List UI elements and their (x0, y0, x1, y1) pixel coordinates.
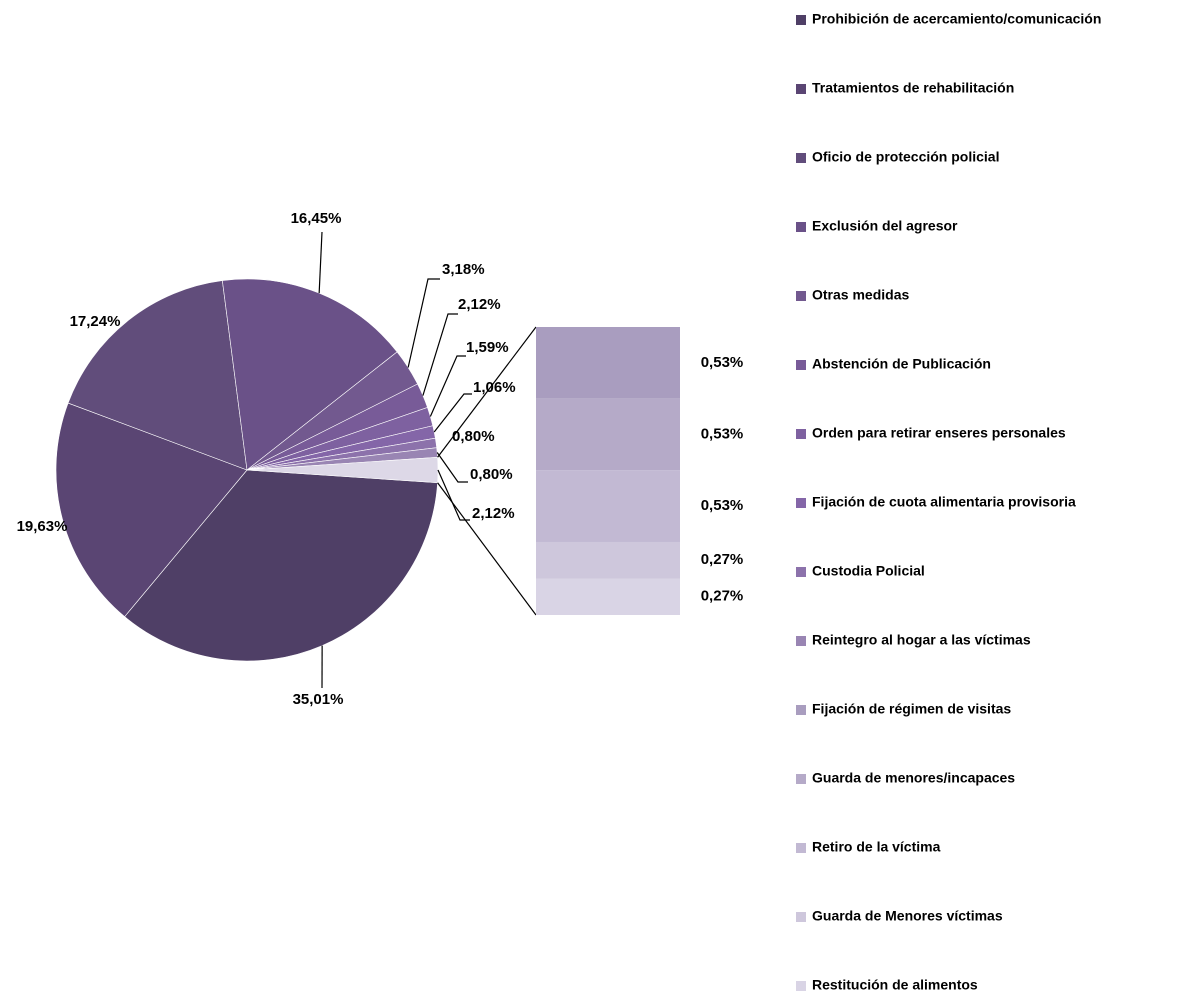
leader-line (437, 469, 470, 521)
legend-label: Fijación de régimen de visitas (812, 701, 1011, 717)
bar-segment (536, 578, 680, 615)
leader-line (429, 355, 466, 417)
data-label: 0,53% (701, 354, 744, 371)
legend-swatch (796, 15, 806, 25)
data-label: 19,63% (17, 518, 68, 535)
pie-slice (67, 280, 248, 471)
legend-swatch (796, 774, 806, 784)
legend-label: Retiro de la víctima (812, 839, 941, 855)
bar-segment (536, 541, 680, 579)
legend-label: Guarda de menores/incapaces (812, 770, 1015, 786)
legend-label: Otras medidas (812, 287, 909, 303)
legend-swatch (796, 222, 806, 232)
bar-segment (536, 327, 680, 399)
legend-label: Restitución de alimentos (812, 977, 978, 993)
legend-label: Abstención de Publicación (812, 356, 991, 372)
legend-swatch (796, 981, 806, 991)
bar-segment (536, 398, 680, 471)
legend-swatch (796, 636, 806, 646)
legend-label: Custodia Policial (812, 563, 925, 579)
data-label: 1,59% (466, 339, 509, 356)
bar-segment (536, 470, 680, 542)
connector-line (437, 326, 537, 458)
data-label: 0,27% (701, 551, 744, 568)
leader-line (422, 313, 458, 396)
legend-swatch (796, 153, 806, 163)
legend-swatch (796, 912, 806, 922)
data-label: 2,12% (458, 296, 501, 313)
leader-line (407, 278, 440, 368)
legend-swatch (796, 360, 806, 370)
data-label: 35,01% (293, 691, 344, 708)
data-label: 2,12% (472, 505, 515, 522)
data-label: 0,80% (470, 466, 513, 483)
pie-slice (55, 402, 248, 618)
leader-line (433, 393, 472, 433)
legend-label: Fijación de cuota alimentaria provisoria (812, 494, 1076, 510)
legend-label: Reintegro al hogar a las víctimas (812, 632, 1031, 648)
legend-swatch (796, 291, 806, 301)
legend-label: Prohibición de acercamiento/comunicación (812, 11, 1101, 27)
legend-swatch (796, 843, 806, 853)
data-label: 16,45% (291, 210, 342, 227)
data-label: 0,53% (701, 497, 744, 514)
legend-swatch (796, 498, 806, 508)
legend-swatch (796, 567, 806, 577)
data-label: 17,24% (70, 313, 121, 330)
legend-label: Guarda de Menores víctimas (812, 908, 1003, 924)
data-label: 0,80% (452, 428, 495, 445)
legend-label: Orden para retirar enseres personales (812, 425, 1066, 441)
connector-line (437, 482, 537, 616)
data-label: 0,53% (701, 425, 744, 442)
legend-label: Tratamientos de rehabilitación (812, 80, 1014, 96)
leader-line (436, 452, 468, 483)
data-label: 1,06% (473, 379, 516, 396)
legend-label: Exclusión del agresor (812, 218, 958, 234)
legend-swatch (796, 429, 806, 439)
legend-swatch (796, 705, 806, 715)
leader-line (318, 231, 323, 294)
data-label: 3,18% (442, 261, 485, 278)
pie-slice (124, 469, 438, 662)
data-label: 0,27% (701, 588, 744, 605)
legend-label: Oficio de protección policial (812, 149, 999, 165)
legend-swatch (796, 84, 806, 94)
